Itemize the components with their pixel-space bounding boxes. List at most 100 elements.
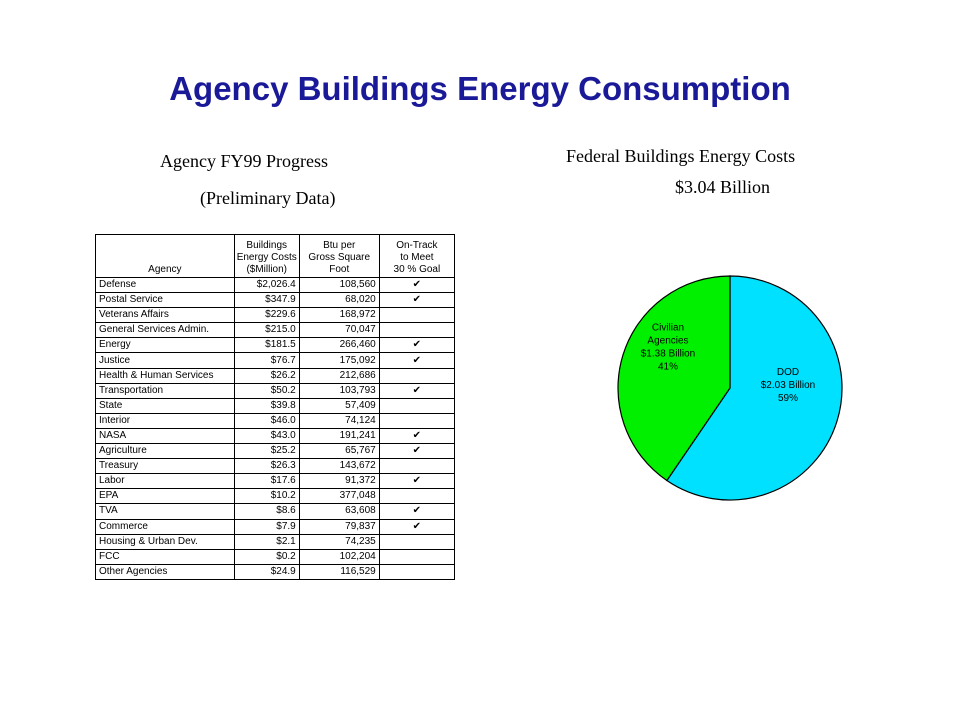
cell-on-track: ✔ [378,473,456,490]
table-header-row: Agency Buildings Energy Costs ($Million)… [95,234,456,278]
cell-agency: Energy [95,337,235,354]
cell-agency: State [95,397,235,414]
cell-energy-cost: $76.7 [233,352,300,369]
table-row: Labor $17.6 91,372 ✔ [95,473,456,490]
pie-slice-dod [666,275,843,501]
agency-progress-table: Agency Buildings Energy Costs ($Million)… [95,234,456,580]
cell-energy-cost: $2,026.4 [233,276,300,294]
cell-agency: Postal Service [95,292,235,309]
cell-energy-cost: $347.9 [233,292,300,309]
table-row: Veterans Affairs $229.6 168,972 [95,307,456,324]
table-row: Housing & Urban Dev. $2.1 74,235 [95,533,456,550]
table-row: Energy $181.5 266,460 ✔ [95,337,456,354]
cell-agency: Labor [95,473,235,490]
cell-on-track: ✔ [378,292,456,309]
cell-btu: 191,241 [298,427,380,445]
cell-btu: 70,047 [298,322,380,339]
table-row: Treasury $26.3 143,672 [95,458,456,475]
cell-agency: General Services Admin. [95,322,235,339]
cell-energy-cost: $26.3 [233,458,300,475]
table-row: State $39.8 57,409 [95,397,456,414]
cell-on-track [378,458,456,475]
cell-btu: 74,124 [298,412,380,429]
cell-energy-cost: $25.2 [233,443,300,460]
header-btu: Btu per Gross Square Foot [298,234,380,278]
cell-btu: 377,048 [298,488,380,505]
cell-agency: Treasury [95,458,235,475]
table-row: Agriculture $25.2 65,767 ✔ [95,443,456,460]
cell-btu: 65,767 [298,443,380,460]
cell-on-track: ✔ [378,352,456,369]
cell-energy-cost: $24.9 [233,563,300,580]
cell-on-track [378,397,456,414]
cell-on-track: ✔ [378,443,456,460]
cell-energy-cost: $2.1 [233,533,300,550]
cell-agency: EPA [95,488,235,505]
cell-energy-cost: $181.5 [233,337,300,354]
cell-on-track [378,322,456,339]
pie-label-civilian-agencies: Civilian Agencies $1.38 Billion 41% [641,323,695,373]
cell-energy-cost: $229.6 [233,307,300,324]
cell-energy-cost: $43.0 [233,427,300,445]
cell-btu: 168,972 [298,307,380,324]
cell-agency: TVA [95,503,235,520]
cell-agency: Commerce [95,518,235,535]
table-row: TVA $8.6 63,608 ✔ [95,503,456,520]
cell-on-track: ✔ [378,276,456,294]
cell-btu: 266,460 [298,337,380,354]
header-energy-costs: Buildings Energy Costs ($Million) [233,234,300,278]
page-title: Agency Buildings Energy Consumption [169,70,791,107]
cell-agency: Housing & Urban Dev. [95,533,235,550]
table-row: General Services Admin. $215.0 70,047 [95,322,456,339]
table-row: Postal Service $347.9 68,020 ✔ [95,292,456,309]
cell-energy-cost: $8.6 [233,503,300,520]
cell-on-track [378,488,456,505]
cell-btu: 103,793 [298,382,380,399]
cell-btu: 212,686 [298,367,380,384]
cell-btu: 143,672 [298,458,380,475]
cell-on-track: ✔ [378,382,456,399]
energy-cost-pie-chart: DOD $2.03 Billion 59% Civilian Agencies $1.38… [617,275,843,501]
cell-on-track [378,533,456,550]
cell-on-track: ✔ [378,427,456,445]
cell-on-track [378,548,456,565]
cell-on-track [378,307,456,324]
table-subtitle: Agency FY99 Progress [160,151,328,171]
cell-btu: 91,372 [298,473,380,490]
table-row: FCC $0.2 102,204 [95,548,456,565]
cell-energy-cost: $7.9 [233,518,300,535]
cell-btu: 57,409 [298,397,380,414]
cell-agency: Transportation [95,382,235,399]
cell-on-track: ✔ [378,337,456,354]
table-row: Health & Human Services $26.2 212,686 [95,367,456,384]
cell-energy-cost: $0.2 [233,548,300,565]
cell-agency: Defense [95,276,235,294]
chart-title: Federal Buildings Energy Costs [566,146,796,166]
cell-energy-cost: $26.2 [233,367,300,384]
cell-on-track [378,367,456,384]
cell-energy-cost: $10.2 [233,488,300,505]
cell-agency: FCC [95,548,235,565]
pie-slice-civilian-agencies [617,275,731,482]
table-row: Defense $2,026.4 108,560 ✔ [95,276,456,294]
cell-agency: Justice [95,352,235,369]
table-row: Justice $76.7 175,092 ✔ [95,352,456,369]
cell-energy-cost: $50.2 [233,382,300,399]
cell-on-track: ✔ [378,518,456,535]
table-subtitle-note: (Preliminary Data) [200,188,336,208]
cell-btu: 175,092 [298,352,380,369]
cell-agency: NASA [95,427,235,445]
cell-agency: Veterans Affairs [95,307,235,324]
table-row: NASA $43.0 191,241 ✔ [95,427,456,445]
cell-energy-cost: $17.6 [233,473,300,490]
cell-on-track: ✔ [378,503,456,520]
cell-on-track [378,412,456,429]
cell-energy-cost: $46.0 [233,412,300,429]
header-agency: Agency [95,234,235,278]
table-row: EPA $10.2 377,048 [95,488,456,505]
cell-on-track [378,563,456,580]
chart-subtitle: $3.04 Billion [675,177,771,197]
cell-btu: 79,837 [298,518,380,535]
cell-btu: 108,560 [298,276,380,294]
cell-btu: 116,529 [298,563,380,580]
